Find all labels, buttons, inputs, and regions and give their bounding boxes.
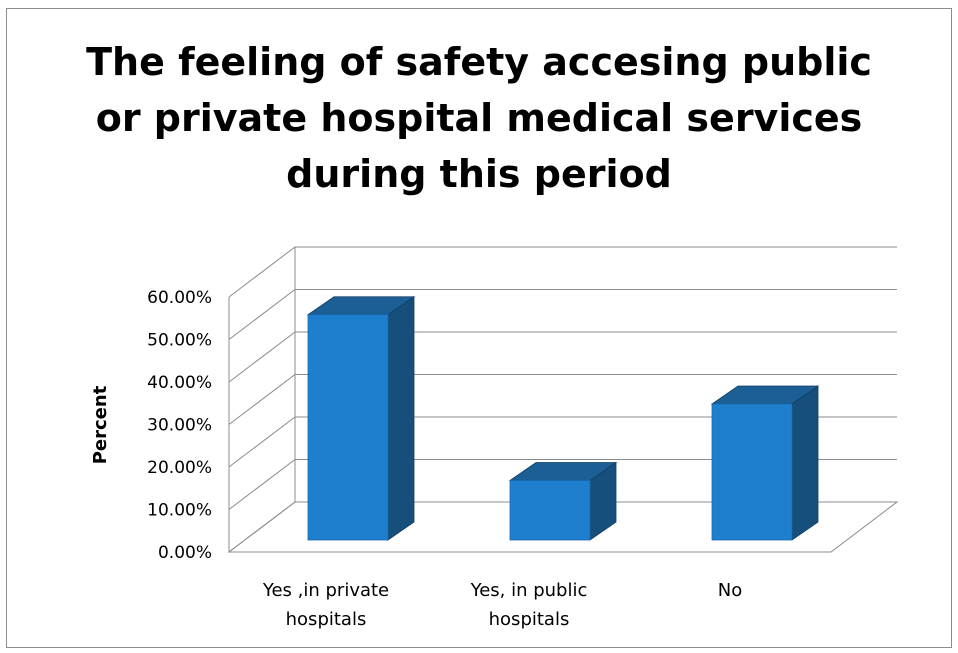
x-tick-label: Yes ,in private hospitals [262, 580, 389, 630]
bar-front [711, 403, 793, 541]
y-tick-label: 40.00% [147, 373, 212, 393]
chart-title: The feeling of safety accesing public or… [86, 40, 872, 196]
bar-side [791, 385, 819, 541]
y-tick-label: 60.00% [147, 288, 212, 308]
y-axis: 0.00% 10.00% 20.00% 30.00% 40.00% 50.00% 60.00… [147, 288, 230, 563]
bar [306, 295, 416, 541]
y-tick-label: 20.00% [147, 458, 212, 478]
y-tick-label: 0.00% [158, 543, 212, 563]
x-tick-label: Yes, in public hospitals [470, 580, 588, 630]
gridline [228, 331, 897, 383]
bar [710, 385, 820, 541]
y-tick-label: 50.00% [147, 331, 212, 351]
gridline [228, 289, 897, 340]
gridline [228, 374, 897, 425]
x-axis-labels: Yes ,in private hospitals Yes, in public ho… [262, 580, 742, 630]
gridlines [227, 246, 899, 553]
chart-frame [6, 8, 952, 648]
bar-side [387, 295, 415, 541]
bar-front [509, 480, 591, 541]
bar [508, 461, 618, 541]
gridline [228, 246, 897, 298]
y-axis-label: Percent [90, 385, 111, 464]
y-tick-label: 10.00% [147, 501, 212, 521]
gridline [228, 459, 897, 510]
x-tick-label: No [718, 580, 742, 601]
gridline [228, 416, 897, 468]
y-tick-label: 30.00% [147, 416, 212, 436]
chart-floor [227, 501, 899, 553]
bars [306, 295, 820, 541]
bar-front [307, 314, 389, 541]
